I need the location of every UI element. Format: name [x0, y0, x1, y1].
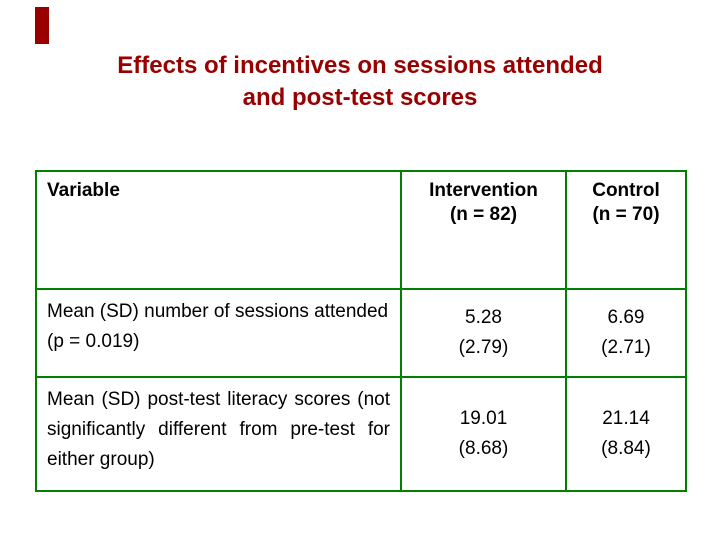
- header-variable: Variable: [35, 170, 402, 290]
- row-posttest-intervention-value: 19.01: [459, 408, 508, 429]
- row-posttest-control-value: 21.14: [602, 408, 650, 429]
- row-sessions-control-sd: (2.71): [601, 337, 651, 358]
- row-sessions-intervention-value: 5.28: [465, 307, 502, 328]
- row-posttest-control: 21.14 (8.84): [565, 376, 687, 492]
- row-posttest-variable: Mean (SD) post-test literacy scores (not…: [35, 376, 402, 492]
- header-control-label: Control: [592, 180, 660, 201]
- row-sessions-variable: Mean (SD) number of sessions attended (p…: [35, 288, 402, 378]
- row-sessions-intervention: 5.28 (2.79): [400, 288, 567, 378]
- row-posttest-control-sd: (8.84): [601, 438, 651, 459]
- header-intervention-label: Intervention: [429, 180, 538, 201]
- row-sessions-control-value: 6.69: [607, 307, 645, 328]
- page-title-line-1: Effects of incentives on sessions attend…: [117, 52, 603, 79]
- table-header-row: Variable Intervention (n = 82) Control (…: [35, 170, 687, 290]
- page-title: Effects of incentives on sessions attend…: [0, 50, 720, 114]
- table-row: Mean (SD) number of sessions attended (p…: [35, 288, 687, 378]
- corner-decoration: [35, 7, 49, 44]
- row-posttest-intervention: 19.01 (8.68): [400, 376, 567, 492]
- row-sessions-control: 6.69 (2.71): [565, 288, 687, 378]
- results-table: Variable Intervention (n = 82) Control (…: [35, 170, 687, 492]
- row-sessions-intervention-sd: (2.79): [458, 337, 509, 358]
- table-row: Mean (SD) post-test literacy scores (not…: [35, 376, 687, 492]
- header-control-n: (n = 70): [592, 204, 660, 225]
- row-posttest-intervention-sd: (8.68): [458, 438, 509, 459]
- header-intervention-n: (n = 82): [449, 204, 518, 225]
- header-control: Control (n = 70): [565, 170, 687, 290]
- header-intervention: Intervention (n = 82): [400, 170, 567, 290]
- page-title-line-2: and post-test scores: [242, 84, 478, 111]
